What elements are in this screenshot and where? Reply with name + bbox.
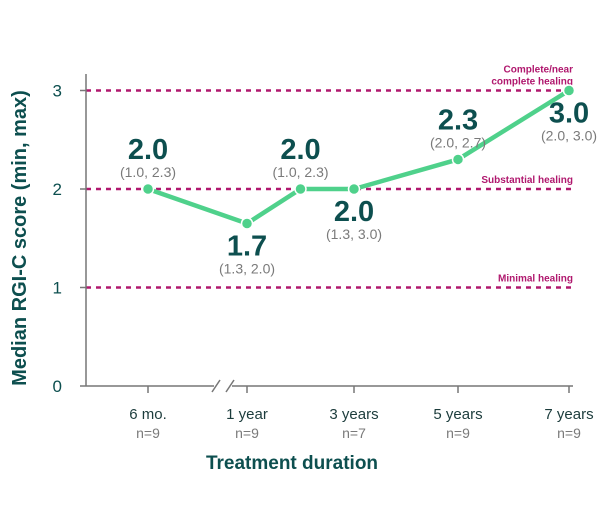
axis-break-mark	[225, 379, 235, 393]
data-point	[240, 217, 254, 230]
data-range-label: (1.0, 2.3)	[120, 164, 176, 180]
data-value-label: 2.0	[280, 134, 320, 166]
data-value-label: 2.0	[334, 196, 374, 228]
reference-label: Minimal healing	[498, 274, 573, 285]
x-tick-n: n=9	[136, 425, 160, 441]
y-tick-label: 1	[53, 279, 62, 298]
reference-label: complete healing	[491, 77, 573, 88]
data-point	[562, 84, 576, 97]
x-tick-n: n=9	[235, 425, 259, 441]
x-tick-label: 6 mo.	[129, 406, 167, 423]
reference-label: Substantial healing	[481, 175, 573, 186]
data-range-label: (1.3, 3.0)	[326, 226, 382, 242]
reference-label: Complete/near	[504, 65, 574, 76]
x-axis-title: Treatment duration	[206, 453, 378, 474]
data-value-label: 3.0	[549, 98, 589, 130]
x-tick-n: n=7	[342, 425, 366, 441]
axes: 0 1 2 3	[53, 74, 573, 396]
data-point	[294, 182, 307, 196]
data-point	[347, 182, 361, 196]
series-line	[147, 88, 571, 226]
x-tick-n: n=9	[446, 425, 470, 441]
data-point	[451, 153, 465, 166]
y-tick-label: 2	[53, 180, 62, 199]
x-tick-label: 7 years	[544, 406, 593, 423]
data-labels: 2.0(1.0, 2.3)1.7(1.3, 2.0)2.0(1.0, 2.3)2…	[120, 98, 597, 277]
data-series	[141, 84, 576, 230]
data-value-label: 1.7	[227, 230, 267, 262]
data-range-label: (1.3, 2.0)	[219, 260, 275, 276]
y-tick-label: 0	[53, 377, 62, 396]
x-tick-label: 1 year	[226, 406, 268, 423]
data-range-label: (2.0, 2.7)	[430, 134, 486, 150]
y-tick-label: 3	[53, 82, 62, 101]
axis-break-mark	[211, 379, 221, 393]
y-axis-title: Median RGI-C score (min, max)	[9, 90, 31, 386]
x-tick-n: n=9	[557, 425, 581, 441]
data-range-label: (1.0, 2.3)	[272, 164, 328, 180]
x-ticks: 6 mo. n=9 1 year n=9 3 years n=7 5 years n=9 7 y…	[129, 386, 594, 441]
data-value-label: 2.3	[438, 104, 478, 136]
data-value-label: 2.0	[128, 134, 168, 166]
data-point	[141, 182, 155, 196]
x-tick-label: 5 years	[433, 406, 482, 423]
x-tick-label: 3 years	[329, 406, 378, 423]
data-range-label: (2.0, 3.0)	[541, 128, 597, 144]
